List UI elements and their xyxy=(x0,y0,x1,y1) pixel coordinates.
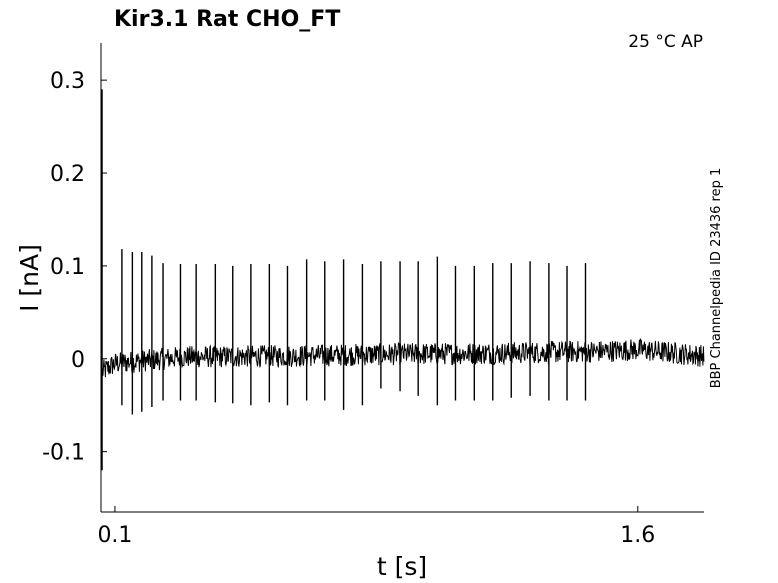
channelpedia-id-label: BBP Channelpedia ID 23436 rep 1 xyxy=(709,168,724,389)
y-tick-label: -0.1 xyxy=(42,441,85,466)
x-tick-label: 0.1 xyxy=(97,523,132,548)
condition-label: 25 °C AP xyxy=(628,32,703,52)
y-ticks: -0.1 0 0.1 0.2 0.3 xyxy=(42,69,107,466)
baseline-noise-trace xyxy=(101,337,705,378)
x-axis-label: t [s] xyxy=(377,552,427,581)
y-tick-label: 0 xyxy=(71,348,85,373)
chart-title: Kir3.1 Rat CHO_FT xyxy=(114,7,340,32)
y-axis-label: I [nA] xyxy=(15,244,44,312)
current-trace xyxy=(101,89,705,471)
x-tick-label: 1.6 xyxy=(620,523,655,548)
y-tick-label: 0.1 xyxy=(50,255,85,280)
y-tick-label: 0.3 xyxy=(50,69,85,94)
x-ticks: 0.1 1.6 xyxy=(97,506,655,548)
y-tick-label: 0.2 xyxy=(50,162,85,187)
